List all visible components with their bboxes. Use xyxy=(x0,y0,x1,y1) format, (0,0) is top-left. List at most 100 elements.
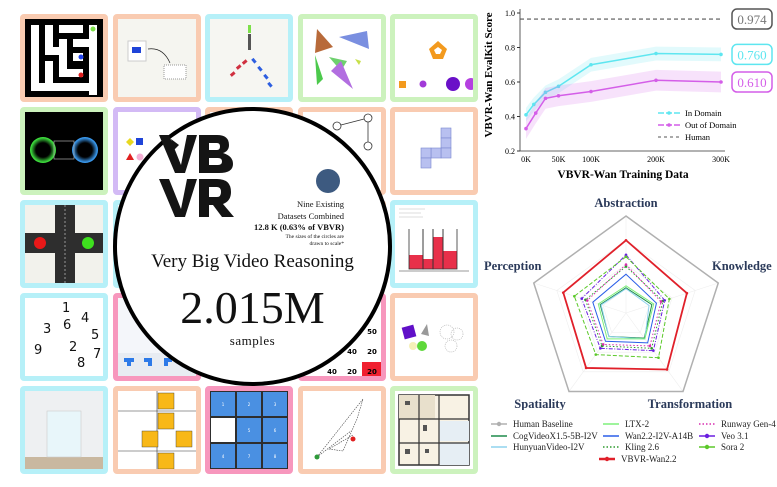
radar-point xyxy=(580,297,584,300)
legend-item: CogVideoX1.5-5B-I2V xyxy=(490,431,598,441)
glass-fill-tile xyxy=(20,386,108,474)
grid-number: 6 xyxy=(273,428,277,433)
radar-point xyxy=(599,347,602,350)
floor-plan-image xyxy=(398,394,470,466)
radar-point xyxy=(657,356,660,360)
legend-item: Runway Gen-4 xyxy=(698,419,776,429)
digit: 2 xyxy=(69,340,78,355)
sliding-puzzle-image xyxy=(211,392,287,468)
path-drawing-tile xyxy=(298,386,386,474)
legend-swatch-icon xyxy=(699,433,715,438)
cross-pattern-image xyxy=(118,391,196,469)
score-cell: 20 xyxy=(347,368,357,376)
legend-item: LTX-2 xyxy=(602,419,649,429)
data-point xyxy=(589,89,593,94)
3d-transform-tile xyxy=(113,14,201,102)
score-cell: 20 xyxy=(367,348,377,356)
legend-label: Kling 2.6 xyxy=(625,442,660,452)
radar-point xyxy=(573,294,576,298)
number-order-tile: 1 4 3 6 5 9 2 7 8 xyxy=(20,293,108,381)
scale-note-2: drawn to scale* xyxy=(309,240,344,247)
legend-swatch-icon xyxy=(603,423,619,425)
radar-axis-label: Perception xyxy=(484,259,541,273)
radar-point xyxy=(652,349,655,352)
digit: 6 xyxy=(63,318,72,333)
radar-spoke xyxy=(533,282,627,314)
data-point xyxy=(719,52,723,57)
radar-point xyxy=(624,253,628,257)
glow-circles-tile xyxy=(20,107,108,195)
y-tick-label: 0.2 xyxy=(505,147,515,156)
legend-label: HunyuanVideo-I2V xyxy=(513,442,585,452)
existing-datasets-note: Nine Existing Datasets Combined 12.8 K (… xyxy=(254,199,344,248)
legend-swatch-icon xyxy=(491,434,507,437)
legend-label: VBVR-Wan2.2 xyxy=(621,453,677,464)
final-value-box xyxy=(731,8,773,30)
final-value-label: 0.974 xyxy=(737,12,767,27)
y-axis-label: VBVR-Wan EvalKit Score xyxy=(483,12,495,137)
legend-label: LTX-2 xyxy=(625,419,650,429)
radar-point xyxy=(650,347,653,350)
radar-series-wan2-2-i2v-a14b xyxy=(592,273,657,344)
radar-legend: Human Baseline CogVideoX1.5-5B-I2V Hunyuan… xyxy=(480,419,777,487)
capability-radar-chart: Abstraction Knowledge Transformation Spatia… xyxy=(484,196,772,410)
triangle-puzzle-tile xyxy=(298,14,386,102)
legend-label: Veo 3.1 xyxy=(721,430,749,441)
x-tick-label: 100K xyxy=(582,155,600,164)
legend-label: In Domain xyxy=(685,108,722,118)
final-value-box xyxy=(731,71,773,93)
digit: 5 xyxy=(91,328,100,343)
legend-swatch-icon xyxy=(699,423,715,425)
glass-image xyxy=(25,391,103,469)
y-tick-label: 1.0 xyxy=(505,9,515,18)
digit: 8 xyxy=(77,356,86,371)
x-tick-label: 200K xyxy=(647,155,665,164)
radar-point xyxy=(665,368,669,371)
legend-swatch-icon xyxy=(491,446,507,448)
radar-axis-label: Spatiality xyxy=(514,397,566,410)
radar-axis-label: Knowledge xyxy=(712,259,772,273)
data-point xyxy=(532,102,536,107)
data-point xyxy=(533,111,538,115)
digit: 4 xyxy=(81,311,90,326)
vbvr-logo xyxy=(159,135,234,217)
data-point xyxy=(543,96,548,101)
radar-point xyxy=(659,300,663,303)
legend-label: Sora 2 xyxy=(721,442,745,452)
data-point xyxy=(589,62,593,67)
legend-item: VBVR-Wan2.2 xyxy=(598,454,677,464)
block-sort-tile xyxy=(205,14,293,102)
legend-swatch-icon xyxy=(603,446,619,448)
legend-label: Wan2.2-I2V-A14B xyxy=(625,430,694,441)
legend-swatch-icon xyxy=(603,434,619,437)
radar-series-hunyuanvideo-i2v xyxy=(600,288,650,340)
legend-label: Human Baseline xyxy=(513,419,573,429)
shape-sequence-tile xyxy=(390,14,478,102)
radar-series-veo-3-1 xyxy=(581,254,666,352)
final-value-box xyxy=(731,43,773,66)
radar-point xyxy=(624,255,628,259)
radar-gridline xyxy=(556,239,696,373)
maze-image xyxy=(25,19,103,97)
grid-number: 2 xyxy=(247,402,251,407)
grid-number: 1 xyxy=(221,402,225,407)
block-sort-image xyxy=(210,19,288,97)
score-cell: 40 xyxy=(327,368,337,376)
radar-series-vbvr-wan2-2 xyxy=(562,239,688,371)
grid-number: 3 xyxy=(273,402,277,407)
score-cell-highlight: 20 xyxy=(362,362,381,376)
radar-point xyxy=(624,263,628,266)
radar-spoke xyxy=(568,312,627,392)
y-tick-label: 0.4 xyxy=(505,113,515,122)
sample-count-unit: samples xyxy=(229,333,276,348)
radar-point xyxy=(624,238,628,242)
radar-series-sora-2 xyxy=(573,256,670,359)
x-tick-label: 0K xyxy=(521,155,531,164)
data-point xyxy=(524,126,528,131)
digit: 7 xyxy=(93,347,102,362)
existing-line-1: Nine Existing xyxy=(297,199,344,209)
cube-transform-image xyxy=(118,19,196,97)
legend-item: HunyuanVideo-I2V xyxy=(490,442,584,452)
intersection-image xyxy=(25,205,103,283)
digit: 9 xyxy=(34,343,43,358)
